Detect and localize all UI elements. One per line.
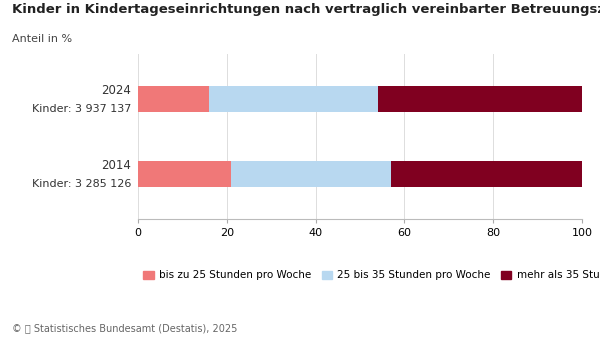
- Bar: [209, 86, 378, 112]
- Legend: bis zu 25 Stunden pro Woche, 25 bis 35 Stunden pro Woche, mehr als 35 Stunden pr: bis zu 25 Stunden pro Woche, 25 bis 35 S…: [143, 271, 600, 280]
- Text: 2024: 2024: [101, 84, 131, 97]
- Bar: [138, 161, 231, 187]
- Bar: [231, 161, 391, 187]
- Text: 2014: 2014: [101, 159, 131, 172]
- Text: © 📊 Statistisches Bundesamt (Destatis), 2025: © 📊 Statistisches Bundesamt (Destatis), …: [12, 324, 238, 334]
- Text: Kinder: 3 285 126: Kinder: 3 285 126: [32, 179, 131, 189]
- Bar: [391, 161, 582, 187]
- Bar: [378, 86, 582, 112]
- Text: Kinder: 3 937 137: Kinder: 3 937 137: [32, 104, 131, 114]
- Text: Anteil in %: Anteil in %: [12, 34, 72, 44]
- Text: Kinder in Kindertageseinrichtungen nach vertraglich vereinbarter Betreuungszeit: Kinder in Kindertageseinrichtungen nach …: [12, 3, 600, 17]
- Bar: [138, 86, 209, 112]
